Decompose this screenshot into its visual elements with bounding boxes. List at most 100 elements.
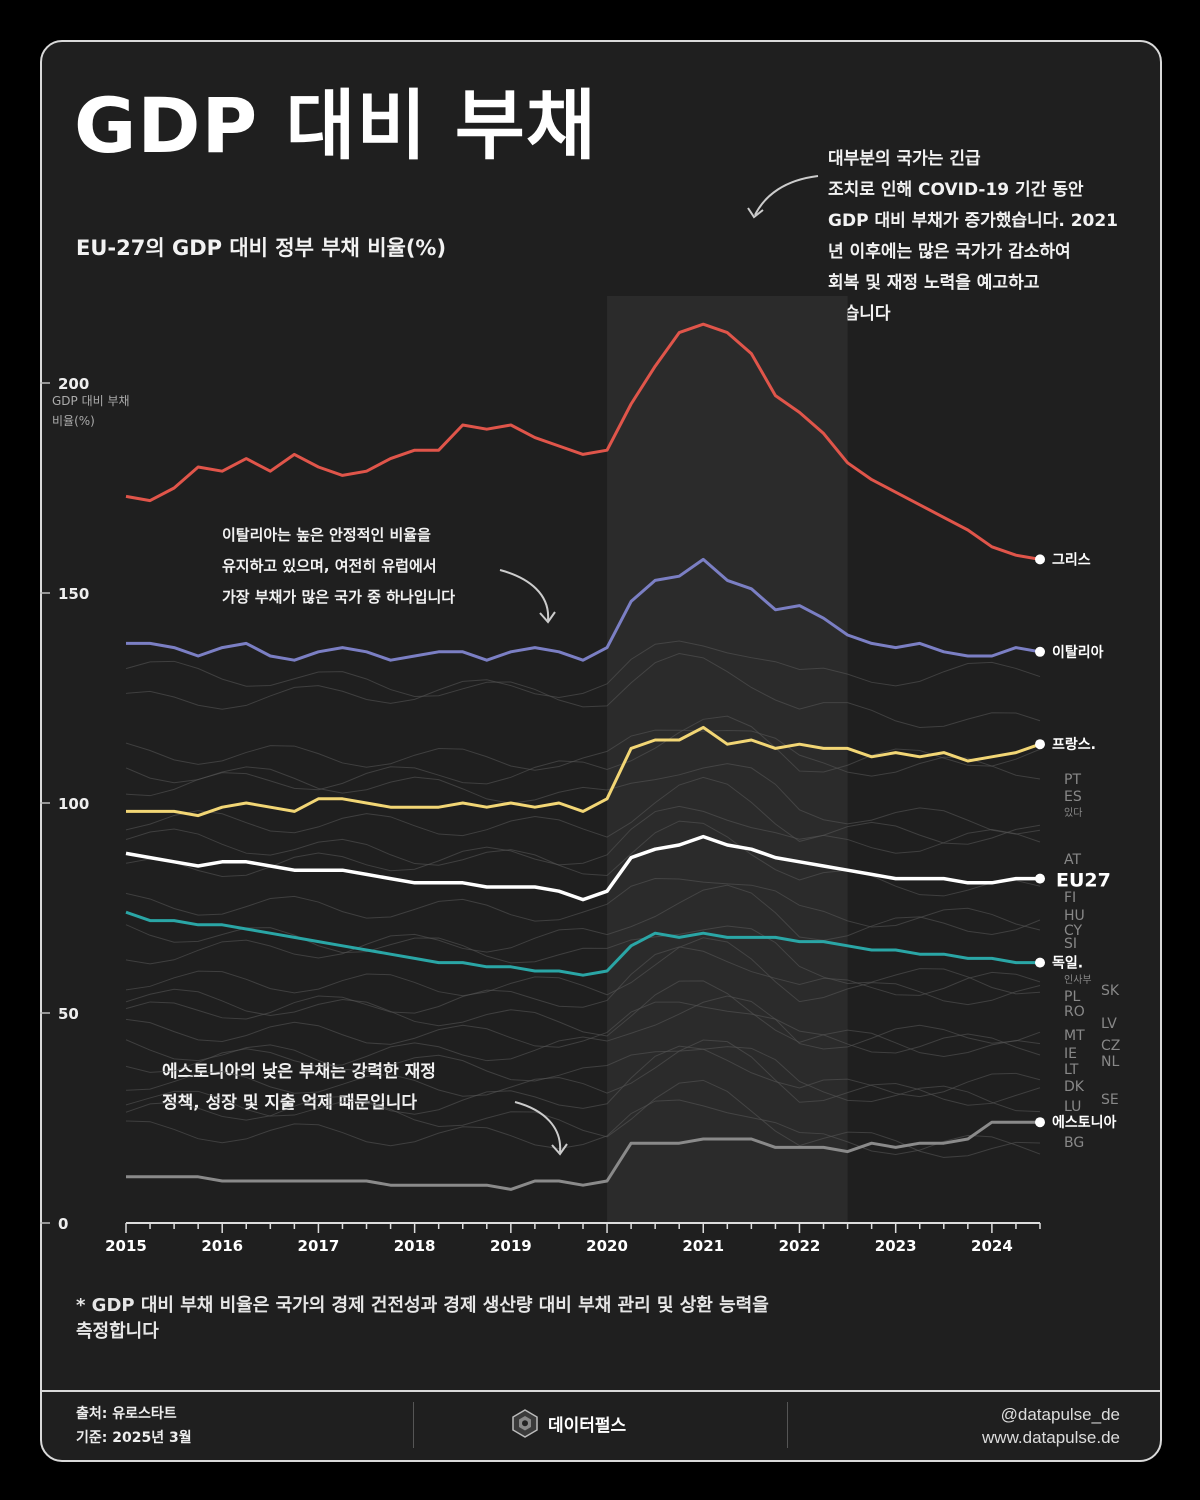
series-label-france: 프랑스.: [1052, 737, 1096, 753]
series-endpoint-italy: [1035, 646, 1045, 657]
background-country-line: [125, 1079, 1041, 1158]
country-label: SI: [1064, 936, 1077, 952]
series-label-germany: 독일.: [1052, 956, 1083, 972]
estonia-arrowhead: [551, 1143, 568, 1156]
brand-name: 데이터펄스: [548, 1415, 627, 1436]
series-endpoint-greece: [1035, 554, 1045, 565]
page-title: GDP 대비 부채: [74, 81, 597, 170]
y-tick-label: 100: [58, 795, 89, 813]
italy-annotation-line: 가장 부채가 많은 국가 중 하나입니다: [222, 588, 456, 606]
x-tick-label: 2021: [682, 1237, 724, 1255]
covid-arrow: [754, 175, 819, 216]
background-country-line: [125, 980, 1041, 1058]
x-tick-label: 2022: [779, 1237, 821, 1255]
source-text: 출처: 유로스타트: [76, 1406, 177, 1422]
covid-annotation: 대부분의 국가는 긴급 조치로 인해 COVID-19 기간 동안 GDP 대비…: [828, 144, 1118, 330]
italy-annotation: 이탈리아는 높은 안정적인 비율을 유지하고 있으며, 여전히 유럽에서 가장 …: [222, 520, 455, 613]
series-endpoint-estonia: [1035, 1117, 1045, 1128]
country-label: FI: [1064, 890, 1076, 906]
background-country-line: [125, 878, 1041, 931]
series-line-eu27: [125, 834, 1040, 902]
footnote: * GDP 대비 부채 비율은 국가의 경제 건전성과 경제 생산량 대비 부채…: [76, 1293, 816, 1345]
background-country-line: [125, 1039, 1041, 1113]
y-tick-label: 150: [58, 585, 89, 603]
country-label: SK: [1101, 983, 1120, 999]
country-label: SE: [1101, 1092, 1119, 1108]
estonia-annotation: 에스토니아의 낮은 부채는 강력한 재정 정책, 성장 및 지출 억제 때문입니…: [162, 1057, 436, 1119]
country-label: CZ: [1101, 1038, 1120, 1054]
series-label-greece: 그리스: [1052, 552, 1091, 568]
series-label-estonia: 에스토니아: [1052, 1114, 1117, 1131]
website-link[interactable]: www.datapulse.de: [982, 1428, 1120, 1447]
series-line-germany: [125, 910, 1040, 977]
country-label: HU: [1064, 908, 1085, 924]
country-label: MT: [1064, 1028, 1085, 1044]
background-country-line: [125, 805, 1041, 878]
x-tick-label: 2020: [586, 1237, 628, 1255]
social-handle[interactable]: @datapulse_de: [1000, 1405, 1120, 1424]
background-country-line: [125, 937, 1041, 1006]
covid-annotation-line: GDP 대비 부채가 증가했습니다. 2021: [828, 211, 1119, 231]
x-tick-label: 2023: [875, 1237, 917, 1255]
chart-subtitle: EU-27의 GDP 대비 정부 부채 비율(%): [76, 236, 447, 260]
y-tick-label: 200: [58, 375, 89, 393]
infographic-card: [40, 40, 1162, 1462]
italy-arrow: [499, 569, 550, 621]
brand-logo-icon: [512, 1409, 538, 1438]
country-label: BG: [1064, 1135, 1084, 1151]
country-label: DK: [1064, 1079, 1085, 1095]
country-label: AT: [1064, 852, 1081, 868]
country-label: LU: [1064, 1099, 1081, 1115]
covid-annotation-line: 회복 및 재정 노력을 예고하고: [828, 273, 1040, 293]
country-label: LT: [1064, 1062, 1079, 1078]
background-country-line: [125, 640, 1041, 710]
x-tick-label: 2018: [394, 1237, 436, 1255]
series-endpoint-germany: [1035, 957, 1045, 968]
country-label: 인사부: [1064, 974, 1092, 986]
series-line-france: [126, 725, 1041, 818]
background-country-line: [125, 715, 1041, 797]
country-label: NL: [1101, 1054, 1119, 1070]
footer-separator: [413, 1402, 414, 1448]
covid-annotation-line: 년 이후에는 많은 국가가 감소하여: [828, 242, 1071, 262]
estonia-annotation-line: 에스토니아의 낮은 부채는 강력한 재정: [162, 1062, 436, 1082]
background-country-line: [125, 729, 1041, 780]
background-country-line: [125, 1045, 1041, 1121]
y-tick-label: 0: [58, 1215, 68, 1233]
italy-arrowhead: [539, 611, 556, 624]
covid-shaded-band: [607, 296, 848, 1223]
series-line-italy: [126, 557, 1041, 662]
series-endpoint-eu27: [1035, 873, 1045, 884]
y-axis-label: GDP 대비 부채 비율(%): [52, 394, 130, 428]
series-endpoint-france: [1035, 739, 1045, 750]
country-label: 있다: [1064, 807, 1082, 819]
background-country-line: [125, 924, 1041, 995]
estonia-annotation-line: 정책, 성장 및 지출 억제 때문입니다: [162, 1093, 418, 1113]
series-line-estonia: [126, 1120, 1040, 1191]
series-label-eu27: EU27: [1056, 870, 1111, 892]
background-country-line: [125, 652, 1041, 729]
footnote-line: 측정합니다: [76, 1321, 159, 1342]
background-country-line: [125, 1099, 1041, 1155]
covid-annotation-line: 조치로 인해 COVID-19 기간 동안: [828, 180, 1084, 200]
country-label: PT: [1064, 772, 1081, 788]
country-label: PL: [1064, 989, 1080, 1005]
country-label: LV: [1101, 1016, 1117, 1032]
footer-divider: [40, 1390, 1160, 1392]
italy-annotation-line: 이탈리아는 높은 안정적인 비율을: [222, 526, 431, 544]
italy-annotation-line: 유지하고 있으며, 여전히 유럽에서: [222, 557, 437, 575]
background-country-line: [125, 995, 1041, 1073]
background-country-line: [125, 1001, 1041, 1056]
background-country-line: [125, 820, 1041, 897]
date-text: 기준: 2025년 3월: [76, 1430, 192, 1446]
covid-annotation-line: 대부분의 국가는 긴급: [828, 149, 981, 169]
series-line-greece: [125, 322, 1041, 561]
background-country-line: [125, 884, 1041, 965]
background-country-line: [125, 776, 1041, 845]
background-country-line: [125, 763, 1041, 835]
footer-separator: [787, 1402, 788, 1448]
country-label: ES: [1064, 789, 1082, 805]
x-tick-label: 2017: [298, 1237, 340, 1255]
estonia-arrow: [514, 1101, 562, 1153]
